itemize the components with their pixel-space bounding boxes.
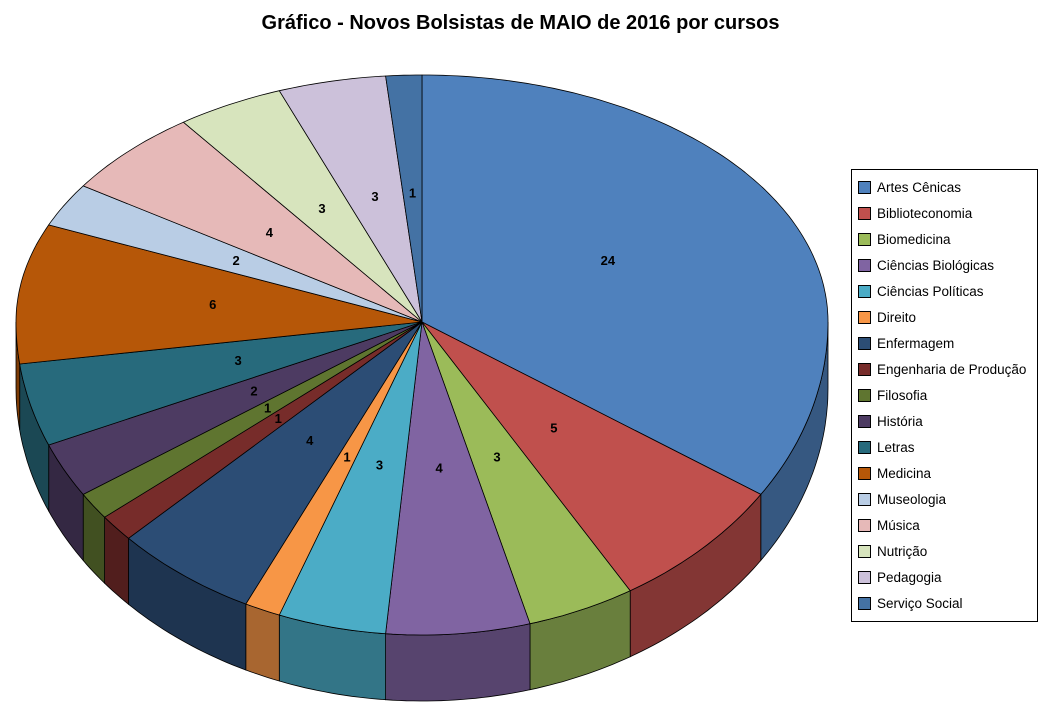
- legend-swatch: [858, 467, 871, 480]
- legend-swatch: [858, 363, 871, 376]
- legend-label: Ciências Biológicas: [877, 258, 995, 273]
- data-label: 1: [409, 186, 416, 201]
- chart-title: Gráfico - Novos Bolsistas de MAIO de 201…: [261, 12, 780, 34]
- legend-swatch: [858, 519, 871, 532]
- legend-swatch: [858, 259, 871, 272]
- legend-swatch: [858, 311, 871, 324]
- legend: Artes Cênicas Biblioteconomia Biomedicina C…: [851, 169, 1038, 622]
- legend-swatch: [858, 493, 871, 506]
- pie-slice: [48, 185, 423, 323]
- legend-label: Enfermagem: [877, 336, 955, 351]
- legend-item: Ciências Políticas: [858, 281, 1031, 302]
- legend-label: História: [877, 414, 923, 429]
- legend-item: Música: [858, 515, 1031, 536]
- data-label: 3: [234, 353, 241, 368]
- legend-swatch: [858, 415, 871, 428]
- data-label: 24: [601, 253, 616, 268]
- legend-swatch: [858, 571, 871, 584]
- legend-item: Artes Cênicas: [858, 177, 1031, 198]
- legend-swatch: [858, 181, 871, 194]
- data-label: 3: [376, 457, 383, 472]
- legend-label: Ciências Políticas: [877, 284, 984, 299]
- pie-slice: [385, 321, 531, 636]
- pie-slice: [421, 321, 631, 625]
- data-label: 6: [209, 297, 216, 312]
- pie-slice: [183, 90, 423, 323]
- legend-label: Medicina: [877, 466, 932, 481]
- pie-slice: [82, 121, 423, 323]
- legend-item: Letras: [858, 437, 1031, 458]
- pie-slice: [245, 321, 423, 616]
- legend-item: Enfermagem: [858, 333, 1031, 354]
- data-label: 3: [493, 449, 500, 464]
- legend-label: Serviço Social: [877, 596, 963, 611]
- legend-label: Música: [877, 518, 920, 533]
- legend-label: Artes Cênicas: [877, 180, 962, 195]
- legend-item: Direito: [858, 307, 1031, 328]
- legend-label: Biblioteconomia: [877, 206, 973, 221]
- legend-label: Engenharia de Produção: [877, 362, 1027, 377]
- data-label: 2: [232, 253, 239, 268]
- pie-slice: [128, 321, 423, 605]
- legend-swatch: [858, 337, 871, 350]
- pie-slice: [421, 321, 762, 592]
- legend-swatch: [858, 545, 871, 558]
- legend-swatch: [858, 441, 871, 454]
- legend-swatch: [858, 597, 871, 610]
- legend-item: Nutrição: [858, 541, 1031, 562]
- pie-slice: [278, 75, 423, 323]
- data-label: 1: [343, 449, 350, 464]
- legend-label: Museologia: [877, 492, 947, 507]
- data-label: 4: [306, 433, 314, 448]
- pie-slice: [278, 321, 423, 635]
- legend-item: Medicina: [858, 463, 1031, 484]
- legend-item: Ciências Biológicas: [858, 255, 1031, 276]
- legend-label: Filosofia: [877, 388, 928, 403]
- legend-item: Engenharia de Produção: [858, 359, 1031, 380]
- pie-slice-side: [245, 603, 280, 682]
- legend-item: Museologia: [858, 489, 1031, 510]
- legend-label: Direito: [877, 310, 917, 325]
- legend-swatch: [858, 233, 871, 246]
- data-label: 2: [250, 384, 257, 399]
- pie-slice: [19, 321, 423, 446]
- data-label: 4: [266, 225, 274, 240]
- legend-label: Nutrição: [877, 544, 928, 559]
- pie-slice: [385, 74, 423, 323]
- legend-swatch: [858, 389, 871, 402]
- data-label: 3: [318, 201, 325, 216]
- data-label: 5: [550, 420, 557, 435]
- legend-item: Biblioteconomia: [858, 203, 1031, 224]
- legend-label: Biomedicina: [877, 232, 951, 247]
- pie-slice: [15, 224, 423, 365]
- legend-swatch: [858, 285, 871, 298]
- pie-slice: [48, 321, 423, 495]
- legend-item: Biomedicina: [858, 229, 1031, 250]
- data-label: 4: [435, 461, 443, 476]
- pie-slice: [82, 321, 423, 518]
- legend-label: Pedagogia: [877, 570, 942, 585]
- legend-item: Serviço Social: [858, 593, 1031, 614]
- pie-slice: [104, 321, 423, 539]
- data-label: 1: [264, 401, 271, 416]
- data-label: 3: [371, 189, 378, 204]
- legend-label: Letras: [877, 440, 915, 455]
- legend-item: Pedagogia: [858, 567, 1031, 588]
- pie-slice-side: [385, 623, 531, 702]
- legend-swatch: [858, 207, 871, 220]
- legend-item: História: [858, 411, 1031, 432]
- data-label: 1: [275, 411, 282, 426]
- legend-item: Filosofia: [858, 385, 1031, 406]
- pie-slice: [421, 74, 829, 495]
